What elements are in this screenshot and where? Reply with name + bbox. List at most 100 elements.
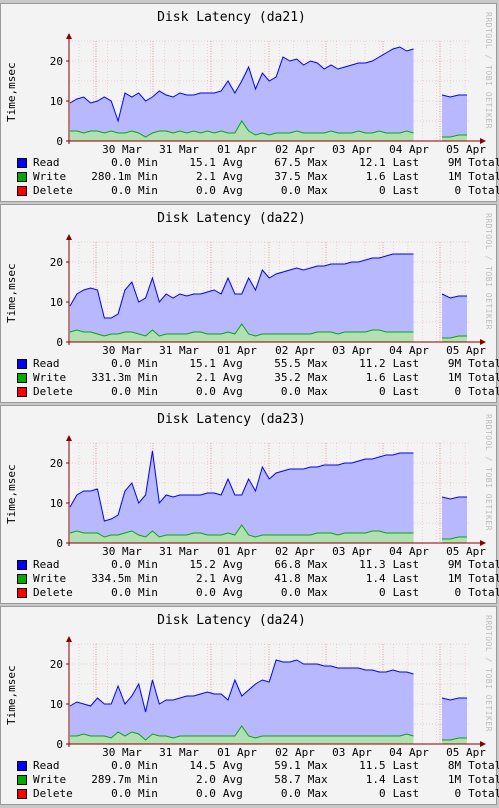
spacer [386, 184, 393, 198]
y-axis-arrow [66, 33, 72, 39]
label-min: Min [138, 572, 158, 585]
stat-total: 9M [447, 357, 462, 370]
stat-avg: 2.1 [196, 371, 216, 384]
legend-series-name: Read [33, 156, 60, 169]
label-min: Min [138, 371, 158, 384]
stat-max: 0.0 [280, 184, 301, 197]
spacer [131, 385, 138, 399]
spacer [301, 385, 308, 399]
stat-avg: 15.2 [189, 558, 216, 571]
legend-row: Write 331.3m Min 2.1 Avg 35.2 Max 1.6 Last 1M… [17, 371, 499, 385]
series-area-write [70, 121, 467, 141]
label-total: Total [468, 572, 499, 585]
series-area-read [70, 47, 467, 141]
stat-last: 0 [379, 184, 386, 197]
series-line-read [69, 253, 467, 319]
chart-plot: 0 10 20 30 Mar 31 Mar 01 Apr 02 Apr 03 Apr 04 Ap… [50, 234, 486, 357]
spacer [216, 371, 223, 385]
label-max: Max [307, 572, 328, 585]
y-tick-label: 0 [56, 537, 63, 550]
spacer [386, 170, 393, 184]
label-last: Last [392, 572, 420, 585]
label-min: Min [138, 787, 158, 800]
label-avg: Avg [222, 184, 243, 197]
label-min: Min [138, 170, 158, 183]
stat-last: 1.6 [365, 371, 386, 384]
stat-total-value: 0 [454, 586, 462, 599]
chart-plot: 0 10 20 30 Mar 31 Mar 01 Apr 02 Apr 03 Apr 04 Ap… [50, 636, 486, 759]
label-min: Min [138, 385, 158, 398]
label-last: Last [392, 184, 420, 197]
stat-max: 37.5 [274, 170, 301, 183]
x-tick-label: 30 Mar [102, 344, 142, 357]
legend-series-name: Delete [33, 385, 73, 398]
stat-min: 331.3m [91, 371, 131, 384]
stat-avg: 2.1 [196, 572, 216, 585]
legend-series-name: Delete [33, 184, 73, 197]
stat-min: 334.5m [91, 572, 131, 585]
spacer [131, 773, 138, 787]
x-axis-arrow [480, 741, 486, 747]
spacer [386, 759, 393, 773]
legend-swatch [17, 761, 27, 771]
legend-swatch [17, 186, 27, 196]
spacer [301, 572, 308, 586]
stat-total-value: 0 [454, 385, 462, 398]
spacer [216, 170, 223, 184]
spacer [461, 586, 468, 600]
stat-total: 1M [447, 572, 462, 585]
x-tick-label: 31 Mar [159, 746, 199, 759]
label-max: Max [307, 385, 328, 398]
stat-min: 289.7m [91, 773, 131, 786]
label-avg: Avg [222, 558, 243, 571]
stat-total: 9M [447, 156, 462, 169]
spacer [216, 586, 223, 600]
spacer [301, 773, 308, 787]
label-last: Last [392, 586, 420, 599]
x-tick-label: 05 Apr [446, 545, 486, 558]
stat-min: 0.0 [111, 787, 131, 800]
watermark: RRDTOOL / TOBI OETIKER [484, 414, 493, 531]
label-total: Total [468, 773, 499, 786]
x-tick-label: 30 Mar [102, 143, 142, 156]
label-max: Max [307, 773, 328, 786]
legend-series-name: Write [33, 572, 67, 585]
legend-row: Read 0.0 Min 15.1 Avg 67.5 Max 12.1 Last 9M T… [17, 156, 499, 170]
x-tick-label: 31 Mar [159, 344, 199, 357]
label-avg: Avg [222, 759, 243, 772]
label-last: Last [392, 357, 420, 370]
chart-title: Disk Latency (da24) [157, 613, 306, 628]
label-avg: Avg [222, 156, 243, 169]
stat-max: 35.2 [274, 371, 301, 384]
stat-max: 0.0 [280, 586, 301, 599]
spacer [461, 773, 468, 787]
stat-avg: 0.0 [196, 385, 216, 398]
y-tick-label: 20 [50, 658, 63, 671]
spacer [461, 371, 468, 385]
chart-title: Disk Latency (da22) [157, 211, 306, 226]
y-tick-label: 20 [50, 256, 63, 269]
series-area-read [70, 451, 467, 543]
x-tick-label: 31 Mar [159, 143, 199, 156]
legend-row: Read 0.0 Min 15.2 Avg 66.8 Max 11.3 Last 9M T… [17, 558, 499, 572]
stat-avg: 2.1 [196, 170, 216, 183]
series-area-write [70, 324, 467, 342]
y-axis-label: Time,msec [5, 665, 18, 725]
spacer [386, 156, 393, 170]
spacer [131, 371, 138, 385]
y-tick-label: 0 [56, 738, 63, 751]
watermark: RRDTOOL / TOBI OETIKER [484, 12, 493, 129]
legend-swatch [17, 775, 27, 785]
stat-last: 11.3 [359, 558, 386, 571]
label-max: Max [307, 787, 328, 800]
spacer [216, 385, 223, 399]
spacer [461, 572, 468, 586]
label-max: Max [307, 558, 328, 571]
stat-avg: 0.0 [196, 586, 216, 599]
legend: Read 0.0 Min 15.2 Avg 66.8 Max 11.3 Last 9M T… [17, 558, 499, 600]
label-total: Total [468, 759, 499, 772]
spacer [131, 156, 138, 170]
spacer [301, 558, 308, 572]
spacer [461, 787, 468, 801]
label-avg: Avg [222, 170, 243, 183]
